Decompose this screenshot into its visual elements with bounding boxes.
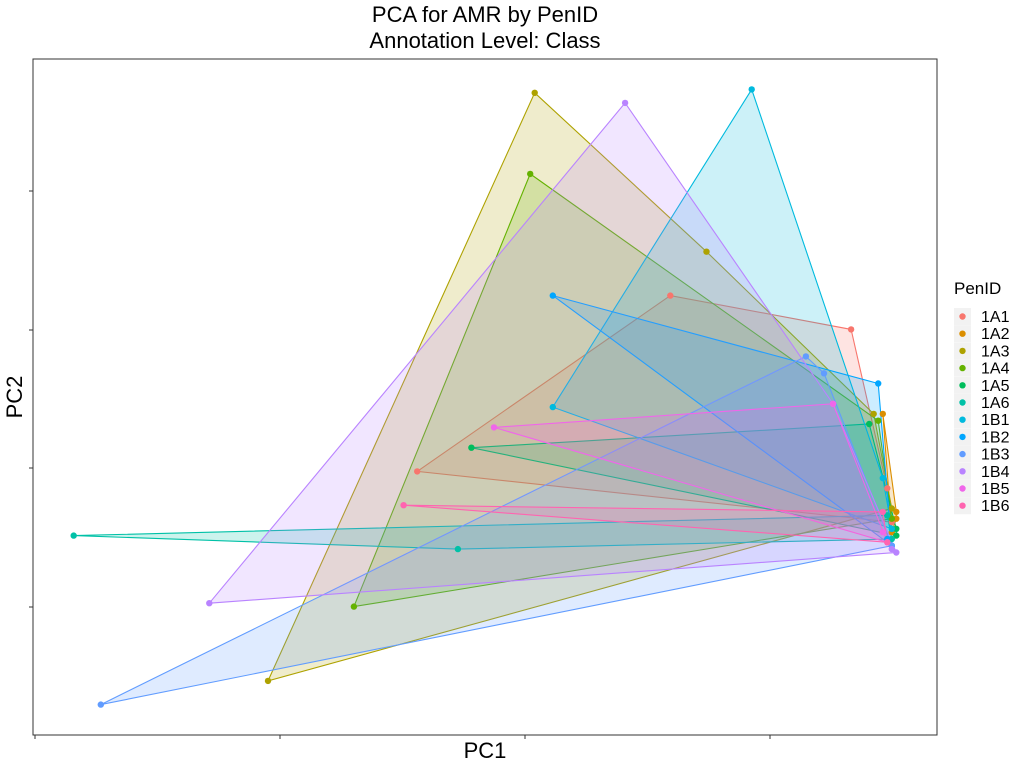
point-1A3	[531, 89, 538, 97]
point-1A1	[667, 292, 674, 299]
legend-key-1A1	[959, 313, 966, 320]
x-axis-title: PC1	[464, 738, 507, 763]
legend-label-1B2: 1B2	[981, 429, 1010, 446]
legend-key-1A6	[959, 399, 966, 406]
point-1B4	[206, 600, 213, 607]
point-1A4	[527, 170, 534, 178]
y-axis-title: PC2	[2, 376, 27, 419]
axis-ticks	[29, 190, 771, 739]
legend-key-1A4	[959, 364, 966, 372]
legend-item-1B2: 1B2	[954, 428, 1010, 446]
legend-label-1A3: 1A3	[981, 343, 1010, 360]
legend-label-1B4: 1B4	[981, 464, 1010, 481]
legend-label-1A6: 1A6	[981, 395, 1010, 412]
legend-label-1B5: 1B5	[981, 481, 1010, 498]
point-1A5	[866, 420, 873, 428]
plot-panel	[32, 58, 938, 736]
legend-key-1B2	[959, 433, 966, 441]
point-1B4	[621, 99, 629, 107]
legend-label-1A4: 1A4	[981, 361, 1010, 378]
point-1A2	[893, 508, 900, 516]
legend-item-1B3: 1B3	[954, 445, 1010, 464]
point-1A3	[264, 677, 272, 685]
legend-label-1A1: 1A1	[981, 309, 1010, 326]
legend-item-1A6: 1A6	[954, 394, 1010, 412]
legend-title: PenID	[954, 279, 1001, 298]
point-1B1	[549, 403, 556, 411]
hull-layer	[73, 88, 898, 706]
point-1A6	[884, 512, 891, 519]
point-1A5	[893, 525, 900, 532]
point-1B6	[879, 508, 886, 516]
chart-title: PCA for AMR by PenID	[372, 2, 598, 27]
point-1B4	[888, 545, 895, 553]
hull-1B2	[552, 295, 893, 547]
point-1B3	[97, 701, 105, 708]
point-1B3	[802, 353, 810, 360]
point-1A5	[468, 444, 475, 451]
point-1B2	[549, 292, 556, 299]
point-1A6	[70, 532, 77, 539]
legend-item-1B1: 1B1	[954, 411, 1010, 429]
point-1B5	[829, 400, 837, 407]
legend-key-1B4	[959, 468, 966, 475]
point-1B2	[875, 380, 882, 387]
legend-item-1A1: 1A1	[954, 308, 1010, 326]
point-1B5	[879, 529, 886, 536]
legend-key-1A3	[959, 347, 966, 355]
point-1B4	[893, 549, 900, 556]
legend: PenID 1A11A21A31A41A51A61B11B21B31B41B51…	[954, 279, 1010, 515]
legend-item-1B5: 1B5	[954, 480, 1010, 498]
point-1B5	[490, 424, 498, 431]
point-1B6	[884, 539, 891, 546]
legend-key-1A2	[959, 330, 966, 337]
legend-key-1A5	[959, 382, 966, 389]
point-1B3	[820, 370, 828, 377]
point-1A2	[893, 515, 900, 522]
legend-label-1A2: 1A2	[981, 326, 1010, 343]
legend-item-1B6: 1B6	[954, 497, 1010, 515]
point-1B6	[400, 502, 407, 509]
legend-key-1B6	[959, 502, 966, 509]
point-1A4	[350, 603, 358, 610]
point-1A5	[893, 532, 900, 539]
point-1A3	[888, 505, 895, 512]
point-1B1	[879, 474, 886, 482]
hull-1B6	[403, 504, 888, 543]
point-1A4	[875, 417, 882, 424]
legend-item-1A3: 1A3	[954, 342, 1010, 360]
point-1B1	[748, 86, 755, 93]
point-1A3	[870, 410, 877, 418]
legend-item-1A4: 1A4	[954, 359, 1010, 378]
point-1A2	[879, 410, 886, 418]
legend-key-1B3	[959, 450, 966, 458]
point-1A6	[888, 535, 895, 543]
point-1A1	[414, 468, 421, 475]
chart-subtitle: Annotation Level: Class	[369, 28, 600, 53]
legend-label-1A5: 1A5	[981, 378, 1010, 395]
legend-item-1B4: 1B4	[954, 462, 1010, 481]
legend-label-1B6: 1B6	[981, 498, 1010, 515]
legend-key-1B5	[959, 485, 966, 492]
legend-item-1A5: 1A5	[954, 376, 1010, 395]
point-1A4	[888, 515, 895, 522]
legend-label-1B3: 1B3	[981, 447, 1010, 464]
point-1B1	[888, 525, 895, 532]
point-1A3	[703, 248, 710, 255]
legend-item-1A2: 1A2	[954, 325, 1010, 343]
point-layer	[70, 86, 900, 708]
hull-1A3	[267, 91, 893, 682]
point-1A1	[884, 485, 891, 492]
point-1A1	[847, 326, 855, 333]
legend-label-1B1: 1B1	[981, 412, 1010, 429]
legend-key-1B1	[959, 416, 966, 423]
hull-1B5	[493, 403, 889, 544]
point-1A6	[454, 545, 462, 553]
